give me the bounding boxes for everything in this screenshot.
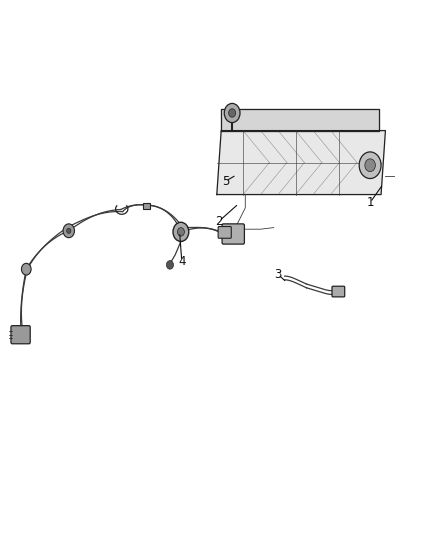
Polygon shape [221,109,379,131]
Circle shape [63,224,74,238]
FancyBboxPatch shape [332,286,345,297]
Text: 3: 3 [275,268,282,281]
Circle shape [67,228,71,233]
Circle shape [177,228,184,236]
Circle shape [365,159,375,172]
FancyBboxPatch shape [218,227,231,238]
FancyBboxPatch shape [222,224,244,244]
FancyBboxPatch shape [11,326,30,344]
Circle shape [21,263,31,275]
Circle shape [224,103,240,123]
Text: 1: 1 [366,196,374,209]
Text: 4: 4 [178,255,186,268]
Text: 5: 5 [222,175,229,188]
FancyBboxPatch shape [143,203,150,209]
Circle shape [173,222,189,241]
Circle shape [229,109,236,117]
Circle shape [166,261,173,269]
Circle shape [359,152,381,179]
Text: 2: 2 [215,215,223,228]
Polygon shape [217,131,385,195]
